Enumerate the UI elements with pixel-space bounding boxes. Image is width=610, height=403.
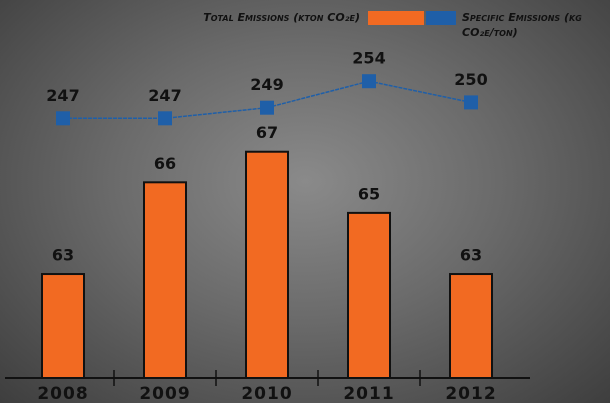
x-tick-label: 2010 bbox=[241, 384, 292, 403]
data-label: 67 bbox=[256, 123, 278, 142]
bar bbox=[449, 273, 493, 379]
legend-swatch bbox=[368, 11, 424, 25]
line-marker bbox=[362, 74, 376, 89]
x-tick-label: 2012 bbox=[445, 384, 496, 403]
line-marker bbox=[260, 100, 274, 115]
legend-label: Specific Emissions (kg CO₂e/ton) bbox=[462, 11, 582, 39]
line bbox=[63, 80, 472, 120]
bar bbox=[245, 150, 289, 379]
data-label: 63 bbox=[460, 246, 482, 265]
data-label: 63 bbox=[52, 246, 74, 265]
x-tick-label: 2008 bbox=[37, 384, 88, 403]
legend-swatch bbox=[426, 11, 456, 25]
line-marker bbox=[56, 111, 70, 126]
bar bbox=[41, 273, 85, 379]
x-tick-label: 2009 bbox=[139, 384, 190, 403]
data-label: 247 bbox=[46, 86, 79, 105]
data-label: 250 bbox=[454, 70, 487, 89]
line-marker bbox=[464, 95, 478, 110]
legend-label: Total Emissions (kton CO₂e) bbox=[203, 11, 360, 24]
data-label: 66 bbox=[154, 154, 176, 173]
data-label: 254 bbox=[352, 49, 385, 68]
data-label: 247 bbox=[148, 86, 181, 105]
bar bbox=[143, 181, 187, 379]
x-tick-label: 2011 bbox=[343, 384, 394, 403]
line-marker bbox=[158, 111, 172, 126]
bar bbox=[347, 211, 391, 379]
data-label: 249 bbox=[250, 75, 283, 94]
data-label: 65 bbox=[358, 184, 380, 203]
